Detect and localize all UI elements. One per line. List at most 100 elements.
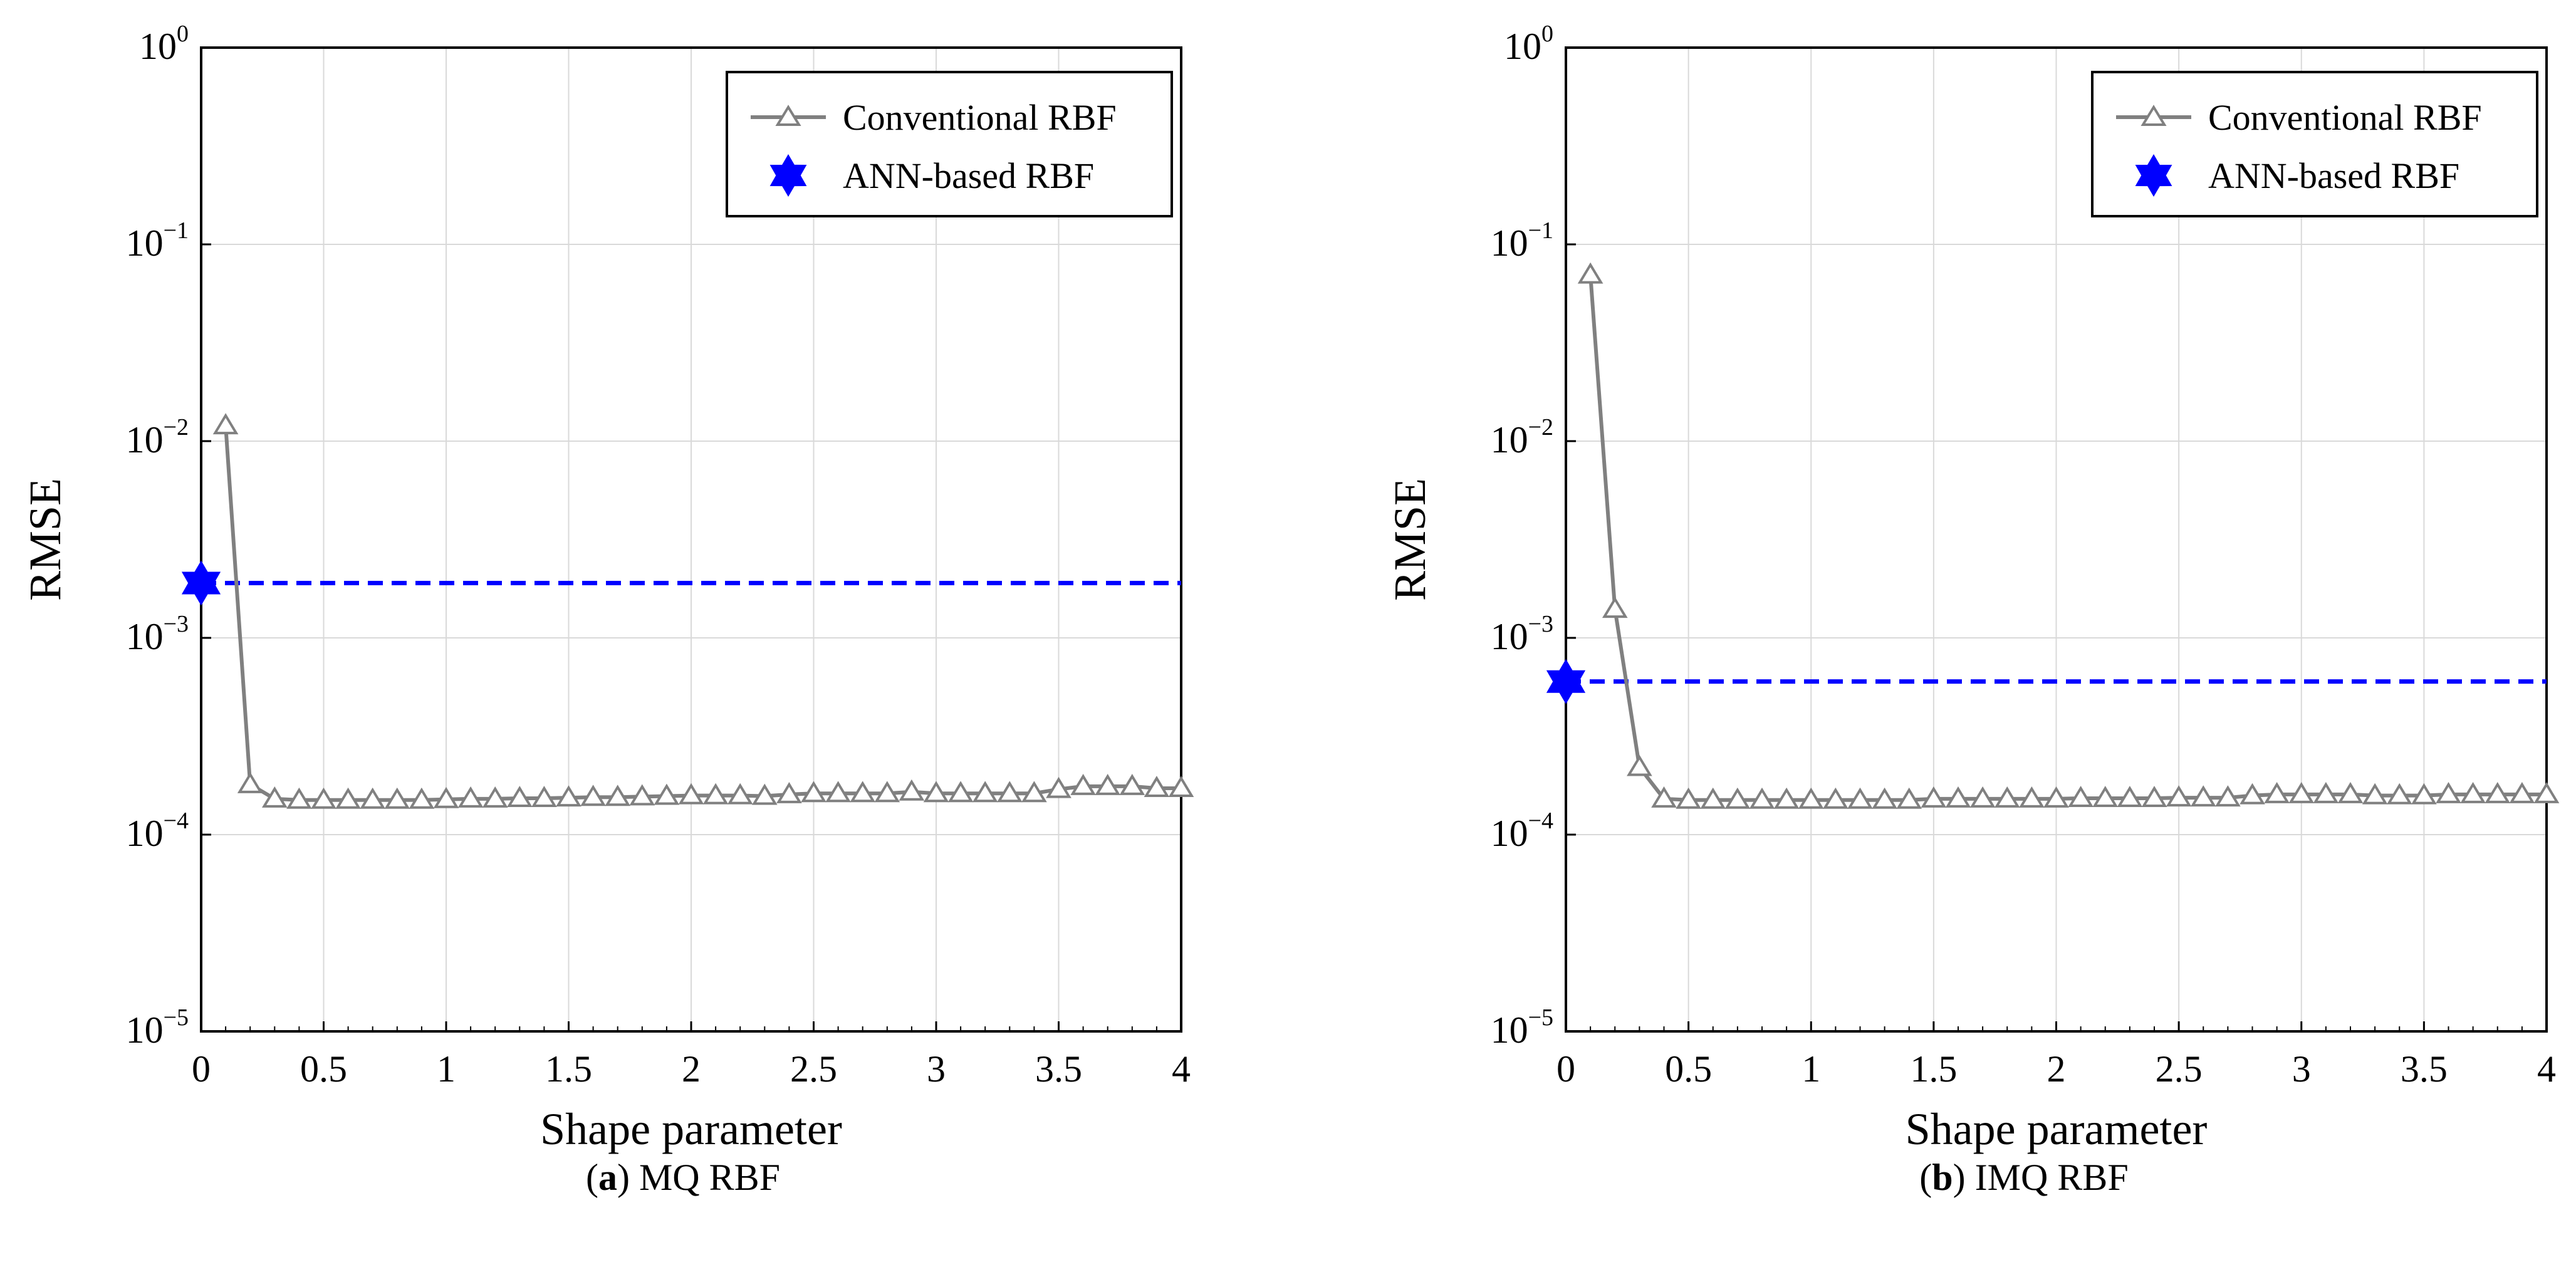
conventional-point [1168,776,1194,798]
x-tick-label: 0 [1557,1048,1575,1090]
y-axis-label: RMSE [1385,478,1435,601]
y-tick-label: 100 [139,21,189,67]
x-tick-label: 1.5 [545,1048,592,1090]
conventional-point [1676,787,1701,809]
legend-star-icon [769,154,807,197]
conventional-point [776,782,802,803]
conventional-point [1945,786,1971,808]
conventional-point [1921,786,1947,808]
conventional-point [1896,787,1922,809]
conventional-point [1724,787,1751,809]
conventional-point [751,783,778,805]
conventional-point [433,786,459,808]
conventional-point [2190,785,2216,807]
conventional-point [850,781,876,803]
caption-a-text: MQ RBF [639,1157,781,1198]
ann-point [181,560,221,606]
y-axis-label: RMSE [20,478,70,601]
conventional-point [335,787,361,809]
conventional-series-line [224,425,1181,802]
y-tick-label: 10−3 [126,611,189,657]
conventional-point [360,787,386,809]
conventional-point [2313,782,2339,803]
conventional-point [1070,774,1096,795]
conventional-point [972,781,998,803]
chart-panel-b: 0 0.5 1 1.5 2 2.5 3 3.5 4 100 10−1 10−2 10−3 10−4 10−5… [1385,21,2560,1154]
caption-b-label: b [1932,1157,1953,1198]
x-tick-label: 2 [682,1048,701,1090]
conventional-point [1700,787,1726,809]
y-tick-label: 10−5 [1491,1004,1553,1051]
conventional-point [311,787,336,809]
conventional-point [1798,787,1824,809]
conventional-point [2141,786,2167,808]
conventional-point [605,784,631,806]
conventional-point [1119,774,1145,795]
conventional-point [825,781,851,803]
x-tick-label: 3.5 [2401,1048,2448,1090]
caption-a: (a) MQ RBF [585,1157,781,1198]
y-tick-label: 100 [1504,21,1553,67]
conventional-series-line [1588,274,2547,802]
x-tick-label: 3 [927,1048,946,1090]
conventional-point [801,781,827,803]
conventional-point [237,771,263,793]
x-tick-label: 0.5 [300,1048,347,1090]
x-tick-label: 2.5 [2156,1048,2203,1090]
x-tick-label: 2.5 [790,1048,837,1090]
x-tick-label: 1 [1802,1048,1820,1090]
conventional-point [1773,787,1800,809]
conventional-point [1969,786,1996,808]
legend-triangle-icon [775,105,801,126]
caption-a-label: a [598,1157,617,1198]
conventional-point [2019,786,2045,808]
conventional-point [1847,787,1873,809]
conventional-point [2436,782,2461,803]
conventional-point [2386,783,2412,805]
caption-b: (b) IMQ RBF [1919,1157,2129,1198]
conventional-point [1994,786,2020,808]
legend-ann-label: ANN-based RBF [2208,155,2459,196]
x-axis-label: Shape parameter [1906,1104,2208,1154]
conventional-point [261,786,288,808]
conventional-point [2288,782,2315,803]
conventional-point [2092,786,2119,808]
conventional-point [2485,782,2511,803]
legend-conventional-label: Conventional RBF [843,97,1117,138]
conventional-point [1095,774,1121,795]
legend-box [2091,71,2538,217]
conventional-point [1651,786,1677,808]
x-axis-label: Shape parameter [540,1104,842,1154]
y-tick-label: 10−3 [1491,611,1553,657]
x-tick-label: 0 [192,1048,211,1090]
conventional-point [654,783,680,805]
legend-star-icon [2135,154,2172,197]
caption-b-text: IMQ RBF [1974,1157,2129,1198]
conventional-point [1046,776,1072,798]
y-tick-label: 10−1 [126,217,189,264]
ann-point [1546,659,1586,704]
legend-conventional-label: Conventional RBF [2208,97,2482,138]
conventional-point [2240,783,2265,805]
conventional-point [286,787,312,809]
y-tick-label: 10−4 [126,808,189,854]
x-tick-label: 0.5 [1665,1048,1712,1090]
legend-box [726,71,1173,217]
chart-panel-a: 0 0.5 1 1.5 2 2.5 3 3.5 4 100 10−1 10−2 10−3 10−4 10−5… [20,21,1194,1154]
legend-ann-label: ANN-based RBF [843,155,1094,196]
conventional-point [2043,786,2069,808]
y-tick-label: 10−1 [1491,217,1553,264]
conventional-point [996,781,1023,803]
conventional-point [2215,785,2241,807]
conventional-point [506,786,533,808]
conventional-point [947,781,974,803]
conventional-point [2460,782,2486,803]
y-tick-label: 10−2 [126,414,189,461]
legend-triangle-icon [2141,105,2167,126]
conventional-point [580,784,606,806]
conventional-point [531,786,557,808]
conventional-point [2509,782,2535,803]
conventional-point [2411,783,2437,805]
conventional-point [212,413,239,435]
